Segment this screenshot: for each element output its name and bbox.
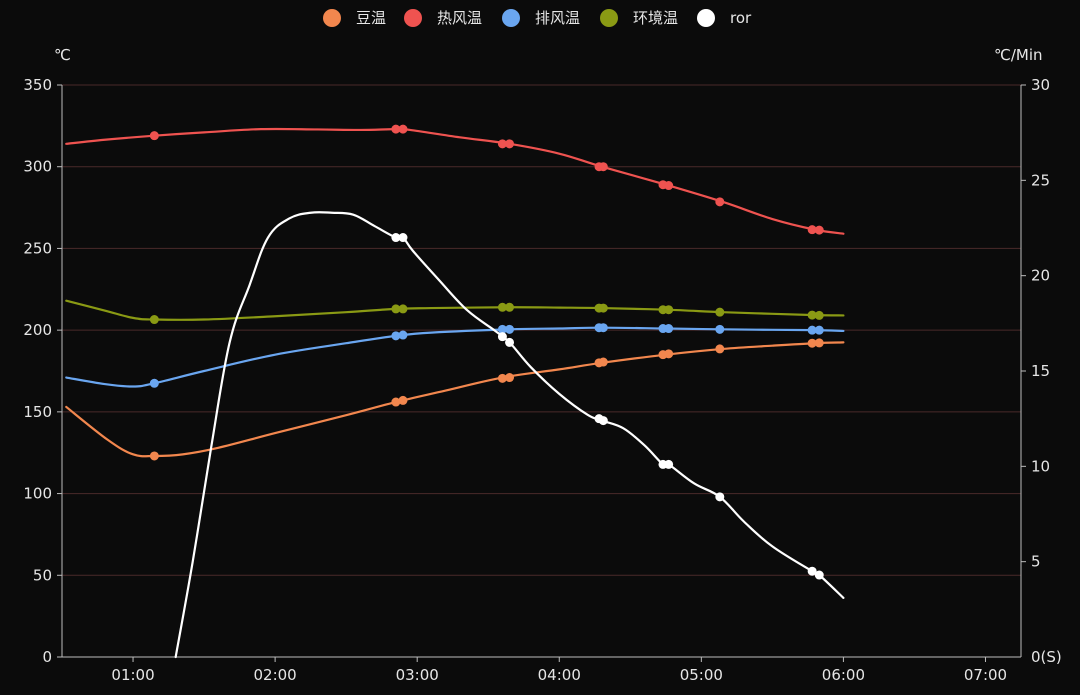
right-tick-label: 20: [1031, 267, 1050, 285]
marker-series-3[interactable]: [505, 302, 515, 312]
left-tick-label: 150: [23, 403, 52, 421]
left-axis-unit: ℃: [54, 46, 71, 64]
legend-label-4: ror: [730, 9, 752, 27]
marker-series-4[interactable]: [664, 459, 674, 469]
x-tick-label: 06:00: [822, 666, 865, 684]
x-tick-label: 05:00: [680, 666, 723, 684]
line-series-3: [65, 299, 845, 321]
legend-item-0[interactable]: 豆温: [323, 9, 386, 27]
marker-series-3[interactable]: [664, 305, 674, 315]
left-tick-label: 250: [23, 239, 52, 257]
marker-series-2[interactable]: [398, 330, 408, 340]
marker-series-3[interactable]: [814, 310, 824, 320]
marker-series-4[interactable]: [598, 416, 608, 426]
marker-series-1[interactable]: [715, 197, 725, 207]
right-axis-unit: ℃/Min: [994, 46, 1043, 64]
marker-series-4[interactable]: [398, 233, 408, 243]
x-tick-label: 03:00: [396, 666, 439, 684]
legend-item-2[interactable]: 排风温: [502, 9, 580, 27]
marker-series-2[interactable]: [505, 324, 515, 334]
line-series-4: [174, 211, 845, 659]
marker-series-1[interactable]: [398, 124, 408, 134]
marker-series-2[interactable]: [664, 324, 674, 334]
series-layer: [65, 124, 845, 659]
marker-series-0[interactable]: [814, 338, 824, 348]
legend-item-1[interactable]: 热风温: [404, 9, 482, 27]
legend-marker-2: [502, 9, 520, 27]
marker-series-0[interactable]: [505, 373, 515, 383]
x-tick-label: 02:00: [253, 666, 296, 684]
legend: 豆温 热风温 排风温 环境温 ror: [323, 9, 752, 27]
line-series-1: [65, 127, 845, 235]
legend-marker-1: [404, 9, 422, 27]
marker-series-3[interactable]: [149, 315, 159, 325]
marker-series-0[interactable]: [715, 344, 725, 354]
marker-series-4[interactable]: [715, 492, 725, 502]
left-tick-label: 0: [42, 648, 52, 666]
left-tick-label: 300: [23, 158, 52, 176]
legend-marker-0: [323, 9, 341, 27]
right-tick-label: 25: [1031, 171, 1050, 189]
marker-series-0[interactable]: [149, 451, 159, 461]
x-tick-label: 01:00: [111, 666, 154, 684]
legend-marker-3: [600, 9, 618, 27]
marker-series-4[interactable]: [814, 570, 824, 580]
marker-series-0[interactable]: [598, 357, 608, 367]
right-tick-label: 30: [1031, 76, 1050, 94]
marker-series-0[interactable]: [664, 349, 674, 359]
line-series-0: [65, 341, 845, 458]
legend-item-3[interactable]: 环境温: [600, 9, 678, 27]
marker-series-2[interactable]: [814, 325, 824, 335]
left-tick-label: 50: [33, 566, 52, 584]
marker-series-0[interactable]: [398, 395, 408, 405]
marker-series-4[interactable]: [807, 566, 817, 576]
marker-series-4[interactable]: [497, 332, 507, 342]
axis-layer: ℃ ℃/Min 0 50 100 150 200 250 300 350 5 10 15 20 25 30…: [23, 46, 1061, 684]
marker-series-3[interactable]: [598, 303, 608, 313]
right-tick-label: 10: [1031, 457, 1050, 475]
marker-series-4[interactable]: [505, 337, 515, 347]
left-tick-label: 350: [23, 76, 52, 94]
right-zero-label: 0(S): [1031, 648, 1062, 666]
marker-series-3[interactable]: [715, 307, 725, 317]
legend-label-2: 排风温: [535, 9, 580, 27]
x-tick-label: 04:00: [538, 666, 581, 684]
left-tick-label: 100: [23, 485, 52, 503]
legend-label-3: 环境温: [633, 9, 678, 27]
grid-layer: [62, 84, 1021, 576]
marker-series-1[interactable]: [149, 131, 159, 141]
legend-item-4[interactable]: ror: [697, 9, 752, 27]
legend-label-1: 热风温: [437, 9, 482, 27]
marker-series-2[interactable]: [598, 323, 608, 333]
marker-series-1[interactable]: [814, 225, 824, 235]
x-tick-label: 07:00: [964, 666, 1007, 684]
marker-series-2[interactable]: [149, 378, 159, 388]
marker-series-1[interactable]: [598, 162, 608, 172]
legend-label-0: 豆温: [356, 9, 386, 27]
line-series-2: [65, 326, 845, 388]
right-tick-label: 5: [1031, 553, 1041, 571]
left-tick-label: 200: [23, 321, 52, 339]
marker-series-2[interactable]: [715, 324, 725, 334]
legend-marker-4: [697, 9, 715, 27]
marker-series-1[interactable]: [664, 181, 674, 191]
marker-series-3[interactable]: [398, 304, 408, 314]
marker-series-1[interactable]: [505, 139, 515, 149]
right-tick-label: 15: [1031, 362, 1050, 380]
